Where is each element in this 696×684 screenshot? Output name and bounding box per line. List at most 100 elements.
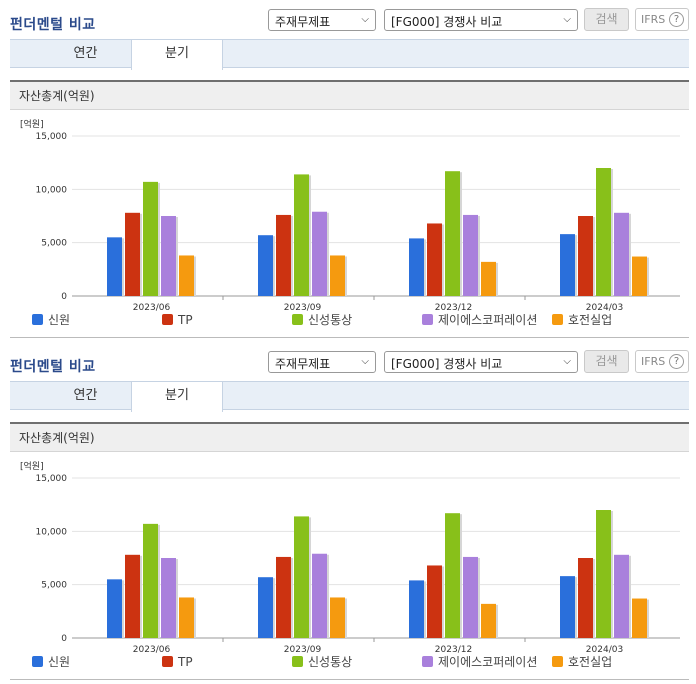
bar	[614, 554, 629, 638]
legend-swatch	[422, 314, 433, 325]
bar	[179, 255, 194, 296]
fundamental-panel-2: 펀더멘털 비교 주재무제표 ⌵ [FG000] 경쟁사 비교 ⌵ 검색 IFRS…	[0, 342, 696, 684]
legend-item[interactable]: 호전실업	[552, 313, 612, 327]
tab-annual[interactable]: 연간	[73, 388, 98, 403]
ifrs-button[interactable]: IFRS ?	[635, 8, 689, 31]
x-tick-label: 2024/03	[586, 303, 623, 313]
bar	[427, 223, 442, 296]
search-button[interactable]: 검색	[584, 8, 629, 31]
legend-swatch	[32, 314, 43, 325]
bar	[578, 558, 593, 638]
legend-label: 신원	[48, 655, 71, 669]
statement-select[interactable]: 주재무제표 ⌵	[268, 351, 376, 373]
legend-label: 신성통상	[308, 655, 353, 669]
bar	[578, 216, 593, 296]
legend-item[interactable]: 호전실업	[552, 655, 612, 669]
legend-item[interactable]: 신성통상	[292, 313, 352, 327]
legend-label: 호전실업	[568, 313, 613, 327]
y-tick-label: 0	[61, 292, 67, 302]
bar	[107, 237, 122, 296]
divider	[10, 679, 689, 680]
bar	[125, 212, 140, 296]
bar	[258, 235, 273, 296]
bar	[560, 234, 575, 296]
statement-select[interactable]: 주재무제표 ⌵	[268, 9, 376, 31]
bar	[125, 554, 140, 638]
ifrs-button[interactable]: IFRS ?	[635, 350, 689, 373]
legend-swatch	[32, 656, 43, 667]
legend-label: TP	[178, 313, 193, 327]
chevron-down-icon: ⌵	[361, 14, 369, 25]
bar	[560, 576, 575, 638]
legend-label: 신원	[48, 313, 71, 327]
panel-title: 펀더멘털 비교	[10, 17, 96, 33]
bar	[481, 603, 496, 638]
tab-annual[interactable]: 연간	[73, 46, 98, 61]
y-tick-label: 10,000	[36, 185, 68, 195]
section-header: 자산총계(억원)	[10, 422, 689, 452]
x-tick-label: 2023/12	[435, 303, 472, 313]
legend-label: TP	[178, 655, 193, 669]
legend-item[interactable]: 신원	[32, 655, 70, 669]
bar	[409, 238, 424, 296]
bar	[330, 597, 345, 638]
bar	[409, 580, 424, 638]
comparison-select[interactable]: [FG000] 경쟁사 비교 ⌵	[384, 351, 578, 373]
y-tick-label: 5,000	[41, 581, 67, 591]
search-button[interactable]: 검색	[584, 350, 629, 373]
tab-quarterly[interactable]: 분기	[131, 382, 223, 412]
bar	[161, 216, 176, 296]
legend-item[interactable]: TP	[162, 655, 193, 669]
y-tick-label: 10,000	[36, 527, 68, 537]
ifrs-label: IFRS	[641, 13, 666, 26]
bar-chart: 0 5,000 10,000 15,000 2023/06 2023/09 2023/12 2…	[36, 474, 680, 655]
legend-item[interactable]: 제이에스코퍼레이션	[422, 655, 537, 669]
legend-swatch	[422, 656, 433, 667]
period-tabs: 연간 분기	[10, 39, 689, 70]
x-tick-label: 2023/12	[435, 645, 472, 655]
bar	[161, 558, 176, 638]
bar	[143, 523, 158, 638]
comparison-select-value: [FG000] 경쟁사 비교	[391, 15, 503, 29]
divider	[10, 337, 689, 338]
bar	[445, 513, 460, 638]
legend-swatch	[292, 656, 303, 667]
tab-quarterly[interactable]: 분기	[131, 40, 223, 70]
bar	[294, 174, 309, 296]
legend-swatch	[162, 656, 173, 667]
legend-item[interactable]: TP	[162, 313, 193, 327]
x-tick-label: 2023/09	[284, 645, 322, 655]
legend-item[interactable]: 제이에스코퍼레이션	[422, 313, 537, 327]
legend-item[interactable]: 신원	[32, 313, 70, 327]
y-tick-label: 0	[61, 634, 67, 644]
help-icon: ?	[669, 354, 684, 369]
bar	[276, 214, 291, 296]
bar	[258, 577, 273, 638]
bar	[596, 510, 611, 638]
bar	[427, 565, 442, 638]
y-tick-label: 5,000	[41, 239, 67, 249]
legend-swatch	[552, 656, 563, 667]
x-tick-label: 2023/06	[133, 645, 171, 655]
section-header: 자산총계(억원)	[10, 80, 689, 110]
legend-label: 신성통상	[308, 313, 353, 327]
chevron-down-icon: ⌵	[361, 356, 369, 367]
bar	[294, 516, 309, 638]
x-tick-label: 2023/06	[133, 303, 171, 313]
comparison-select[interactable]: [FG000] 경쟁사 비교 ⌵	[384, 9, 578, 31]
bar	[445, 171, 460, 296]
bar	[614, 212, 629, 296]
ifrs-label: IFRS	[641, 355, 666, 368]
bar	[179, 597, 194, 638]
y-unit-label: [억원]	[20, 120, 44, 130]
panel-title: 펀더멘털 비교	[10, 359, 96, 375]
legend-item[interactable]: 신성통상	[292, 655, 352, 669]
bar	[276, 556, 291, 638]
x-tick-label: 2023/09	[284, 303, 322, 313]
legend-label: 제이에스코퍼레이션	[438, 313, 538, 327]
legend-swatch	[552, 314, 563, 325]
chevron-down-icon: ⌵	[563, 14, 571, 25]
y-tick-label: 15,000	[36, 474, 68, 484]
comparison-select-value: [FG000] 경쟁사 비교	[391, 357, 503, 371]
bar-chart: 0 5,000 10,000 15,000 2023/06 2023/09 2023/12 2…	[36, 132, 680, 313]
